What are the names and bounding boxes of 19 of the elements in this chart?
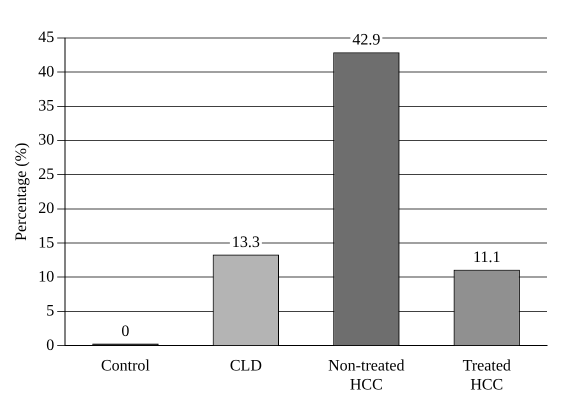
x-tick-label: CLD [230,357,262,374]
y-tick-label: 35 [38,98,54,115]
y-tick-label: 5 [46,302,54,320]
y-tick-label: 15 [38,234,54,252]
x-tick-label: Treated HCC [462,357,511,394]
y-tick-label: 30 [38,132,54,149]
y-tick-label: 25 [38,166,54,183]
x-tick-label: Control [100,357,150,374]
data-label: 42.9 [352,32,380,49]
y-tick-label: 10 [38,268,54,286]
y-tick-label: 0 [46,336,54,354]
data-label: 0 [121,322,130,340]
x-tick-label: Non-treated HCC [328,357,405,394]
data-label: 13.3 [232,234,260,251]
y-tick-label: 45 [38,29,54,46]
y-tick-label: 40 [38,63,54,80]
y-axis-title: Percentage (%) [12,142,30,241]
data-label: 11.1 [473,248,500,266]
y-tick-label: 20 [38,200,54,218]
